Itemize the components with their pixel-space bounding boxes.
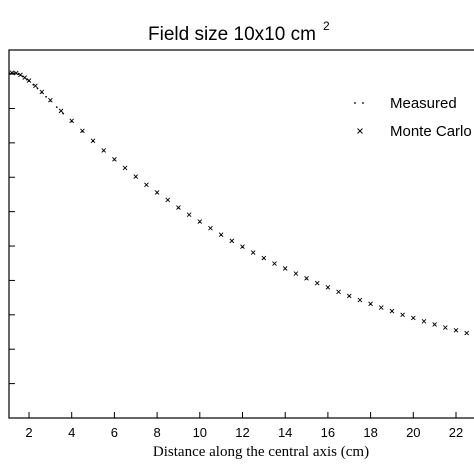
chart-title-text: Field size 10x10 cm [148, 24, 316, 45]
data-point-monte-carlo [261, 255, 267, 261]
plot-frame [8, 49, 474, 419]
data-point-monte-carlo [432, 322, 437, 327]
data-point-monte-carlo [218, 232, 224, 238]
chart-title-superscript: 2 [323, 19, 330, 33]
data-point-monte-carlo [197, 219, 203, 224]
data-point-monte-carlo [464, 330, 469, 336]
x-tick-label: 14 [278, 425, 292, 440]
data-point-monte-carlo [229, 238, 235, 244]
legend-marker-monte-carlo [357, 128, 363, 134]
data-point-monte-carlo [80, 128, 85, 134]
data-point-monte-carlo [346, 293, 352, 299]
data-point-monte-carlo [112, 157, 117, 162]
x-tick-label: 8 [153, 425, 160, 440]
x-tick-label: 2 [25, 425, 32, 440]
data-point-monte-carlo [18, 72, 23, 78]
data-point-monte-carlo [357, 297, 363, 303]
data-point-monte-carlo [48, 97, 53, 103]
x-tick-label: 12 [235, 425, 249, 440]
data-point-monte-carlo [165, 197, 171, 203]
data-point-monte-carlo [421, 319, 427, 324]
data-point-monte-carlo [325, 284, 331, 290]
data-point-monte-carlo [69, 118, 75, 124]
data-point-monte-carlo [133, 174, 139, 179]
data-point-monte-carlo [389, 308, 395, 314]
series-monte-carlo [9, 70, 469, 336]
legend: Measured Monte Carlo [354, 95, 472, 140]
legend-cross [357, 128, 363, 134]
legend-dot [362, 102, 364, 104]
x-tick-label: 6 [111, 425, 118, 440]
data-point-monte-carlo [144, 182, 149, 188]
data-point-monte-carlo [101, 148, 107, 153]
data-point-monte-carlo [9, 70, 15, 76]
data-point-monte-carlo [293, 271, 299, 276]
data-point-monte-carlo [272, 261, 277, 266]
x-tick-label: 16 [321, 425, 335, 440]
x-tick-label: 18 [363, 425, 377, 440]
data-point-monte-carlo [154, 190, 160, 195]
data-point-monte-carlo [22, 75, 28, 80]
x-axis-label: Distance along the central axis (cm) [153, 444, 369, 460]
data-point-monte-carlo [410, 315, 416, 321]
data-point-monte-carlo [240, 244, 245, 250]
data-point-monte-carlo [58, 108, 64, 114]
x-tick-label: 22 [449, 425, 463, 440]
chart-title: Field size 10x10 cm 2 [148, 19, 330, 45]
data-point-monte-carlo [314, 280, 320, 286]
data-point-monte-carlo [90, 138, 96, 144]
data-point-monte-carlo [186, 212, 192, 218]
data-point-measured [55, 106, 58, 108]
data-point-monte-carlo [336, 289, 341, 295]
x-tick-label: 20 [406, 425, 420, 440]
data-point-measured [45, 95, 47, 98]
data-point-monte-carlo [443, 325, 448, 330]
data-point-monte-carlo [26, 78, 32, 83]
axis-ticks [9, 73, 457, 419]
x-tick-label: 10 [193, 425, 207, 440]
data-point-monte-carlo [304, 276, 309, 281]
legend-label-monte-carlo: Monte Carlo [390, 123, 472, 140]
x-tick-label: 4 [68, 425, 75, 440]
data-point-monte-carlo [176, 205, 181, 210]
data-point-monte-carlo [122, 165, 128, 171]
x-tick-labels: 2 4 6 8 10 12 14 16 18 20 22 [25, 425, 463, 440]
data-point-measured [13, 72, 15, 74]
data-point-monte-carlo [208, 225, 213, 231]
data-point-monte-carlo [453, 327, 459, 333]
data-point-monte-carlo [250, 250, 256, 255]
legend-marker-measured [354, 102, 364, 104]
data-point-monte-carlo [39, 89, 45, 95]
data-point-monte-carlo [368, 301, 373, 307]
data-point-monte-carlo [13, 70, 19, 76]
legend-label-measured: Measured [390, 95, 457, 112]
data-point-monte-carlo [282, 266, 288, 271]
legend-dot [354, 102, 356, 104]
data-point-monte-carlo [400, 312, 405, 318]
data-point-monte-carlo [378, 305, 384, 310]
data-point-monte-carlo [33, 83, 38, 89]
